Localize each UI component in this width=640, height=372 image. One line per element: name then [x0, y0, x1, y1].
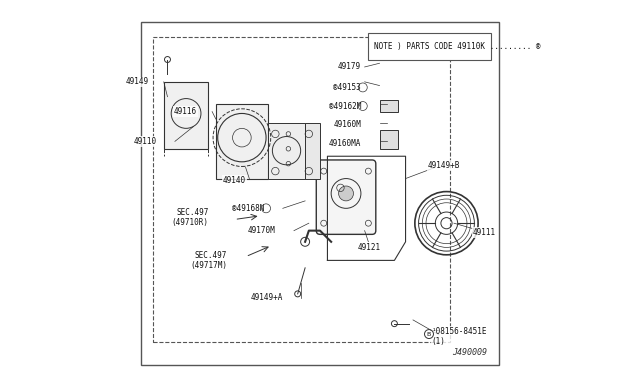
Text: 49111: 49111 — [472, 228, 495, 237]
Text: 49140: 49140 — [223, 176, 246, 185]
Text: 49160MA: 49160MA — [328, 139, 361, 148]
Text: NOTE ) PARTS CODE 49110K ......... ®: NOTE ) PARTS CODE 49110K ......... ® — [374, 42, 540, 51]
Text: J490009: J490009 — [452, 348, 488, 357]
Text: 49149+A: 49149+A — [250, 293, 283, 302]
Bar — [305, 123, 320, 179]
Text: ¹08156-8451E
(1): ¹08156-8451E (1) — [431, 327, 487, 346]
Bar — [380, 130, 398, 149]
Circle shape — [339, 186, 353, 201]
Text: 49170M: 49170M — [248, 226, 275, 235]
Text: 49149: 49149 — [125, 77, 149, 86]
Bar — [164, 82, 209, 149]
Text: SEC.497
(49717M): SEC.497 (49717M) — [190, 251, 227, 270]
Bar — [268, 123, 305, 179]
Text: ®49162M: ®49162M — [328, 102, 361, 110]
Text: ®49168N: ®49168N — [232, 204, 264, 213]
FancyBboxPatch shape — [369, 33, 491, 60]
Text: ®49153: ®49153 — [333, 83, 361, 92]
Text: 49160M: 49160M — [333, 120, 361, 129]
Text: 49121: 49121 — [357, 243, 380, 252]
Text: 49149+B: 49149+B — [428, 161, 460, 170]
Bar — [152, 37, 450, 342]
Bar — [380, 100, 398, 112]
Text: 49116: 49116 — [174, 107, 197, 116]
Text: 49179: 49179 — [338, 62, 361, 71]
Text: 49110: 49110 — [133, 137, 156, 146]
Text: SEC.497
(49710R): SEC.497 (49710R) — [172, 208, 209, 227]
FancyBboxPatch shape — [316, 160, 376, 234]
Bar — [216, 104, 268, 179]
Text: B: B — [427, 331, 431, 337]
